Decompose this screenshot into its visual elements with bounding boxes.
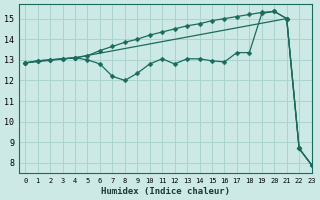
X-axis label: Humidex (Indice chaleur): Humidex (Indice chaleur) <box>101 187 230 196</box>
